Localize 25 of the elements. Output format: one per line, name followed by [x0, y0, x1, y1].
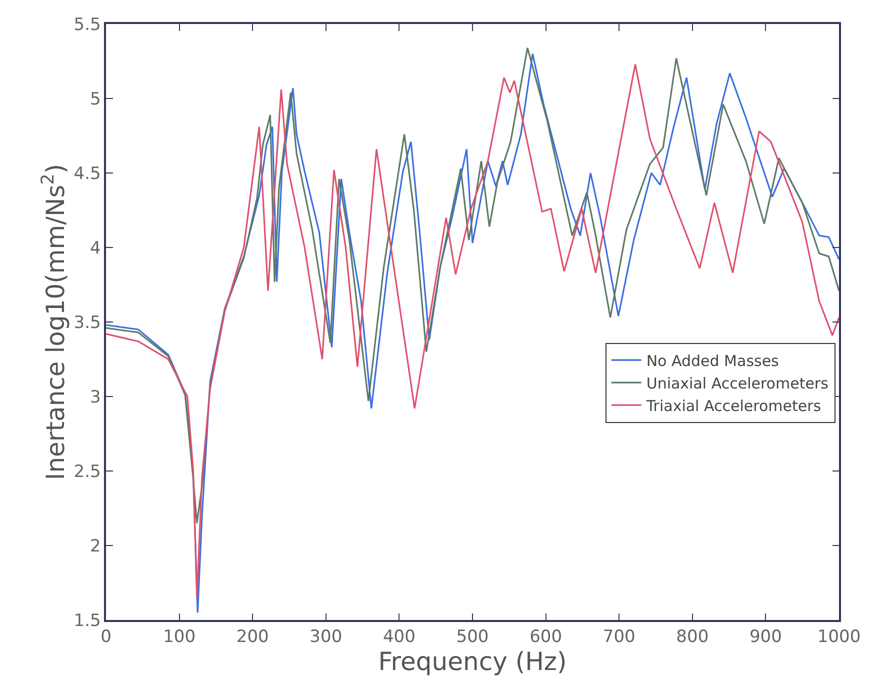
- x-tick-label: 800: [676, 627, 709, 648]
- y-tick-label: 2.5: [74, 462, 101, 482]
- y-tick-label: 2: [90, 536, 101, 556]
- x-tick-label: 500: [456, 627, 489, 648]
- x-tick-label: 0: [100, 627, 112, 648]
- line-series: [106, 47, 839, 524]
- x-axis-title: Frequency (Hz): [378, 647, 567, 676]
- x-tick-label: 400: [382, 627, 416, 648]
- legend-label: No Added Masses: [646, 352, 780, 370]
- legend-label: Uniaxial Accelerometers: [646, 374, 829, 392]
- y-tick-label: 3: [90, 387, 101, 408]
- x-tick-label: 600: [530, 627, 562, 648]
- x-tick-label: 300: [310, 627, 342, 648]
- y-tick-label: 3.5: [74, 312, 101, 333]
- y-tick-label: 4.5: [74, 164, 101, 184]
- x-tick-label: 200: [236, 627, 269, 648]
- x-tick-label: 100: [163, 627, 196, 648]
- x-tick-label: 1000: [817, 627, 861, 648]
- x-tick-label: 900: [749, 627, 782, 648]
- y-tick-label: 4: [90, 238, 101, 258]
- y-tick-label: 5: [90, 89, 101, 110]
- x-tick-label: 700: [602, 627, 636, 648]
- y-tick-label: 5.5: [74, 14, 101, 35]
- y-tick-label: 1.5: [74, 610, 101, 631]
- legend-label: Triaxial Accelerometers: [645, 396, 822, 415]
